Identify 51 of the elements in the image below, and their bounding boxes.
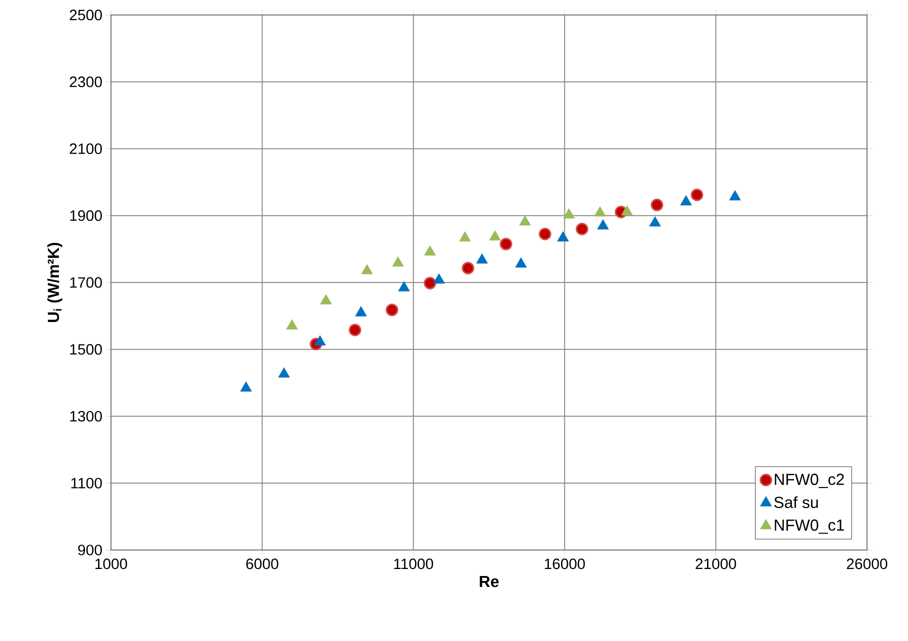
- x-axis-title: Re: [480, 576, 499, 588]
- point: [594, 206, 606, 216]
- point: [459, 231, 471, 242]
- legend-label: Saf su: [774, 496, 818, 508]
- point: [355, 306, 367, 316]
- point: [680, 195, 692, 206]
- y-tick-label: 1900: [70, 210, 102, 221]
- x-tick-label: 16000: [544, 558, 585, 570]
- point: [398, 281, 410, 292]
- point: [515, 257, 527, 268]
- y-tick-label: 1500: [70, 344, 102, 355]
- y-tick-label: 1700: [70, 277, 102, 288]
- point: [462, 262, 474, 274]
- point: [348, 324, 362, 336]
- point: [240, 381, 252, 392]
- point: [649, 216, 661, 226]
- x-tick-label: 1000: [95, 558, 128, 570]
- x-tick-label: 21000: [696, 558, 736, 570]
- point: [621, 205, 633, 216]
- point: [563, 208, 575, 218]
- legend-label: NFW0_c1: [774, 519, 844, 534]
- point: [597, 219, 609, 230]
- point: [392, 256, 404, 267]
- point: [424, 276, 436, 290]
- x-tick-label: 6000: [246, 558, 278, 570]
- point: [320, 294, 332, 304]
- point: [286, 319, 298, 330]
- point: [278, 367, 290, 378]
- point: [557, 231, 569, 242]
- legend-label: NFW0_c2: [774, 474, 844, 488]
- point: [489, 230, 501, 240]
- y-tick-label: 2300: [70, 76, 102, 88]
- point: [424, 245, 436, 256]
- y-tick-label: 2500: [70, 10, 102, 20]
- point: [538, 228, 552, 240]
- point: [433, 273, 445, 284]
- point: [500, 238, 512, 250]
- point: [386, 304, 398, 316]
- point: [519, 215, 531, 226]
- y-axis-title: U$_{i}$ (W/m²K): [47, 242, 62, 322]
- y-tick-label: 900: [78, 544, 102, 556]
- y-tick-label: 1100: [71, 478, 102, 488]
- point: [314, 335, 326, 346]
- point: [361, 264, 373, 274]
- x-tick-label: 11000: [394, 558, 434, 570]
- point: [729, 190, 741, 200]
- point: [576, 222, 588, 236]
- y-tick-label: 2100: [70, 143, 102, 154]
- y-tick-label: 1300: [70, 410, 102, 422]
- x-tick-label: 26000: [846, 558, 888, 570]
- point: [476, 253, 488, 264]
